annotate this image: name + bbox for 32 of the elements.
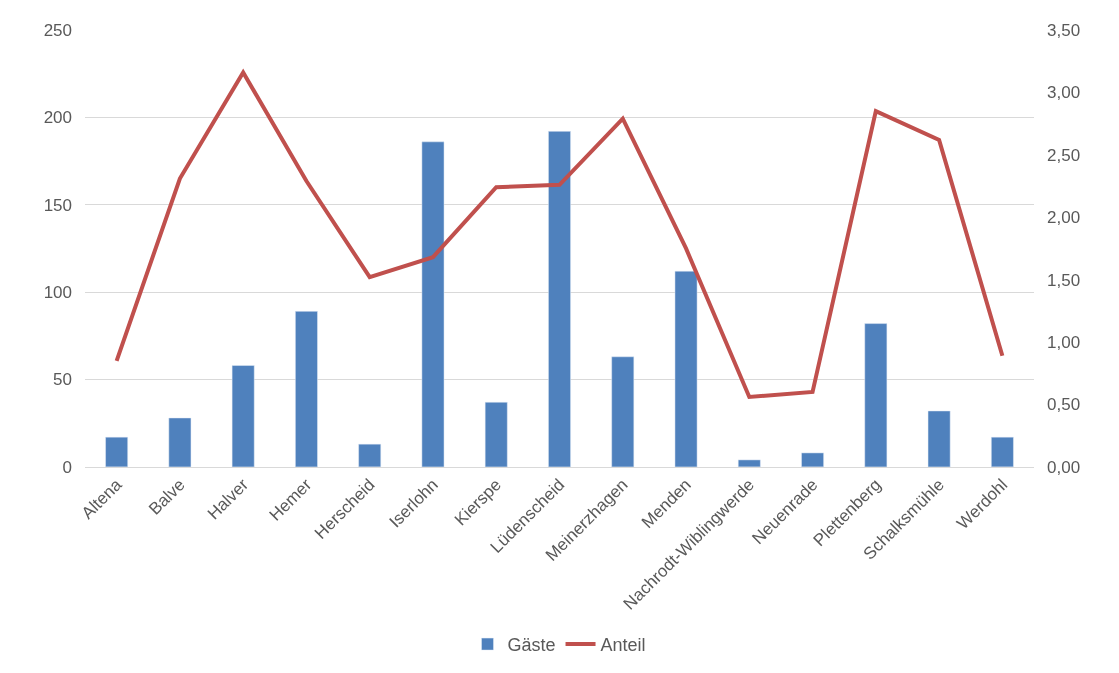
bar — [168, 417, 192, 467]
y2-tick-label: 3,50 — [1047, 20, 1081, 40]
y-tick-label: 50 — [53, 370, 72, 390]
bar — [548, 131, 571, 467]
bar — [105, 436, 128, 467]
y2-tick-label: 1,00 — [1047, 333, 1081, 353]
y2-tick-label: 1,50 — [1047, 270, 1081, 290]
bar — [864, 323, 888, 467]
bar — [927, 410, 951, 467]
y-tick-label: 0 — [62, 457, 72, 477]
y-tick-label: 250 — [43, 20, 72, 40]
bar — [295, 311, 318, 467]
bar — [737, 459, 761, 467]
bar — [991, 436, 1014, 467]
line-series — [114, 70, 1005, 399]
y2-tick-label: 2,00 — [1047, 208, 1081, 228]
legend-label: Anteil — [600, 635, 646, 656]
bar — [231, 365, 255, 467]
y2-tick-label: 0,50 — [1047, 395, 1081, 415]
bar — [801, 452, 824, 467]
y2-tick-label: 2,50 — [1047, 145, 1081, 165]
y2-tick-label: 3,00 — [1047, 83, 1081, 103]
bar — [611, 356, 635, 467]
y2-tick-label: 0,00 — [1047, 457, 1081, 477]
bar — [484, 401, 508, 467]
bar — [674, 270, 698, 467]
legend-label: Gäste — [507, 635, 556, 656]
bar — [358, 443, 382, 467]
y-tick-label: 100 — [43, 283, 72, 303]
y-tick-label: 150 — [43, 195, 72, 215]
y-tick-label: 200 — [43, 108, 72, 128]
bar — [421, 141, 445, 467]
